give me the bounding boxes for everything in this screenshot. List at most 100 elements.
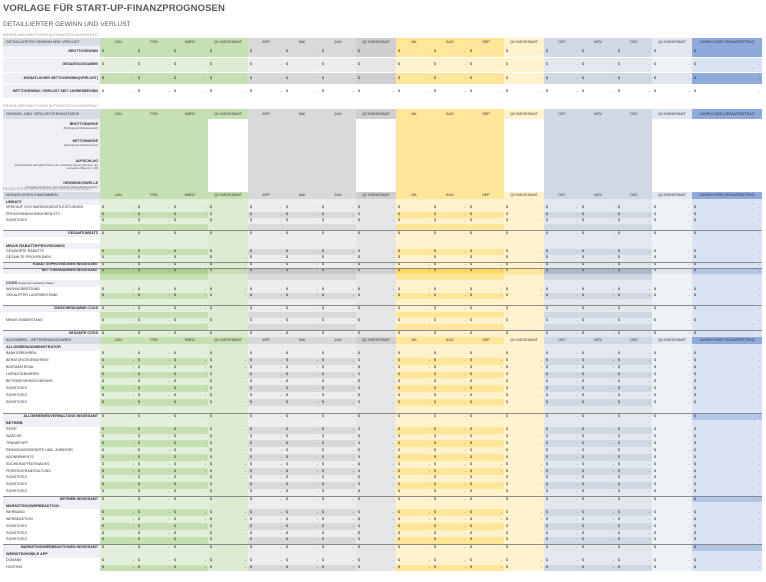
value-input-cell[interactable]: $ - [616,371,652,379]
value-input-cell[interactable]: $ - [692,516,762,524]
value-input-cell[interactable]: $ - [248,516,284,524]
value-input-cell[interactable]: $ - [136,378,172,386]
value-input-cell[interactable]: $ - [504,205,544,212]
value-input-cell[interactable]: $ - [616,488,652,496]
value-input-cell[interactable]: $ - [136,249,172,256]
value-input-cell[interactable]: $ - [356,564,396,572]
value-input-cell[interactable]: $ - [616,468,652,475]
value-input-cell[interactable]: $ - [208,454,248,462]
value-input-cell[interactable]: $ - [616,378,652,386]
value-input-cell[interactable]: $ - [284,564,320,572]
value-input-cell[interactable]: $ - [100,392,136,400]
value-input-cell[interactable]: $ - [248,392,284,400]
value-input-cell[interactable]: $ - [100,217,136,224]
value-input-cell[interactable]: $ - [432,211,468,218]
value-input-cell[interactable]: $ - [396,557,432,565]
value-input-cell[interactable]: $ - [248,357,284,365]
value-input-cell[interactable]: $ - [504,564,544,572]
value-input-cell[interactable]: $ - [356,516,396,524]
value-input-cell[interactable]: $ - [284,447,320,455]
value-input-cell[interactable]: $ - [504,255,544,262]
value-input-cell[interactable]: $ - [692,468,762,475]
value-input-cell[interactable]: $ - [284,286,320,293]
value-input-cell[interactable]: $ - [284,357,320,365]
value-input-cell[interactable]: $ - [652,461,692,469]
value-input-cell[interactable]: $ - [356,426,396,434]
value-input-cell[interactable]: $ - [320,440,356,448]
value-input-cell[interactable]: $ - [616,350,652,358]
value-input-cell[interactable]: $ - [432,317,468,324]
value-input-cell[interactable]: $ - [248,317,284,324]
value-input-cell[interactable]: $ - [580,378,616,386]
value-input-cell[interactable]: $ - [692,433,762,441]
value-input-cell[interactable]: $ - [208,481,248,489]
value-input-cell[interactable]: $ - [468,255,504,262]
value-input-cell[interactable]: $ - [396,433,432,441]
value-input-cell[interactable]: $ - [172,399,208,407]
value-input-cell[interactable]: $ - [468,205,504,212]
value-input-cell[interactable]: $ - [356,211,396,218]
value-input-cell[interactable]: $ - [544,523,580,531]
value-input-cell[interactable]: $ - [692,536,762,544]
value-input-cell[interactable]: $ - [616,399,652,407]
value-input-cell[interactable]: $ - [396,461,432,469]
value-input-cell[interactable]: $ - [172,249,208,256]
value-input-cell[interactable]: $ - [580,364,616,372]
value-input-cell[interactable]: $ - [136,454,172,462]
value-input-cell[interactable]: $ - [616,392,652,400]
value-input-cell[interactable]: $ - [100,378,136,386]
value-input-cell[interactable]: $ - [100,509,136,517]
value-input-cell[interactable]: $ - [504,474,544,482]
value-input-cell[interactable]: $ - [616,255,652,262]
value-input-cell[interactable]: $ - [504,378,544,386]
value-input-cell[interactable]: $ - [100,447,136,455]
value-input-cell[interactable]: $ - [432,426,468,434]
value-input-cell[interactable]: $ - [172,217,208,224]
value-input-cell[interactable]: $ - [616,530,652,537]
value-input-cell[interactable]: $ - [616,509,652,517]
value-input-cell[interactable]: $ - [320,378,356,386]
value-input-cell[interactable]: $ - [100,385,136,393]
value-input-cell[interactable]: $ - [432,364,468,372]
value-input-cell[interactable]: $ - [468,392,504,400]
value-input-cell[interactable]: $ - [172,292,208,299]
value-input-cell[interactable]: $ - [172,378,208,386]
value-input-cell[interactable]: $ - [320,474,356,482]
value-input-cell[interactable]: $ - [396,481,432,489]
value-input-cell[interactable]: $ - [208,426,248,434]
value-input-cell[interactable]: $ - [356,536,396,544]
value-input-cell[interactable]: $ - [504,481,544,489]
value-input-cell[interactable]: $ - [320,364,356,372]
value-input-cell[interactable]: $ - [356,292,396,299]
value-input-cell[interactable]: $ - [320,217,356,224]
value-input-cell[interactable]: $ - [172,357,208,365]
value-input-cell[interactable]: $ - [320,516,356,524]
value-input-cell[interactable]: $ - [616,292,652,299]
value-input-cell[interactable]: $ - [544,474,580,482]
value-input-cell[interactable]: $ - [284,509,320,517]
value-input-cell[interactable]: $ - [652,564,692,572]
value-input-cell[interactable]: $ - [432,461,468,469]
value-input-cell[interactable]: $ - [468,292,504,299]
value-input-cell[interactable]: $ - [284,392,320,400]
value-input-cell[interactable]: $ - [616,211,652,218]
value-input-cell[interactable]: $ - [580,205,616,212]
value-input-cell[interactable]: $ - [504,371,544,379]
value-input-cell[interactable]: $ - [284,399,320,407]
value-input-cell[interactable]: $ - [136,217,172,224]
value-input-cell[interactable]: $ - [504,286,544,293]
value-input-cell[interactable]: $ - [284,461,320,469]
value-input-cell[interactable]: $ - [100,286,136,293]
value-input-cell[interactable]: $ - [468,350,504,358]
value-input-cell[interactable]: $ - [320,357,356,365]
value-input-cell[interactable]: $ - [320,392,356,400]
value-input-cell[interactable]: $ - [580,530,616,537]
value-input-cell[interactable]: $ - [136,292,172,299]
value-input-cell[interactable]: $ - [504,399,544,407]
value-input-cell[interactable]: $ - [432,399,468,407]
value-input-cell[interactable]: $ - [692,564,762,572]
value-input-cell[interactable]: $ - [172,286,208,293]
value-input-cell[interactable]: $ - [544,440,580,448]
value-input-cell[interactable]: $ - [320,292,356,299]
value-input-cell[interactable]: $ - [652,433,692,441]
